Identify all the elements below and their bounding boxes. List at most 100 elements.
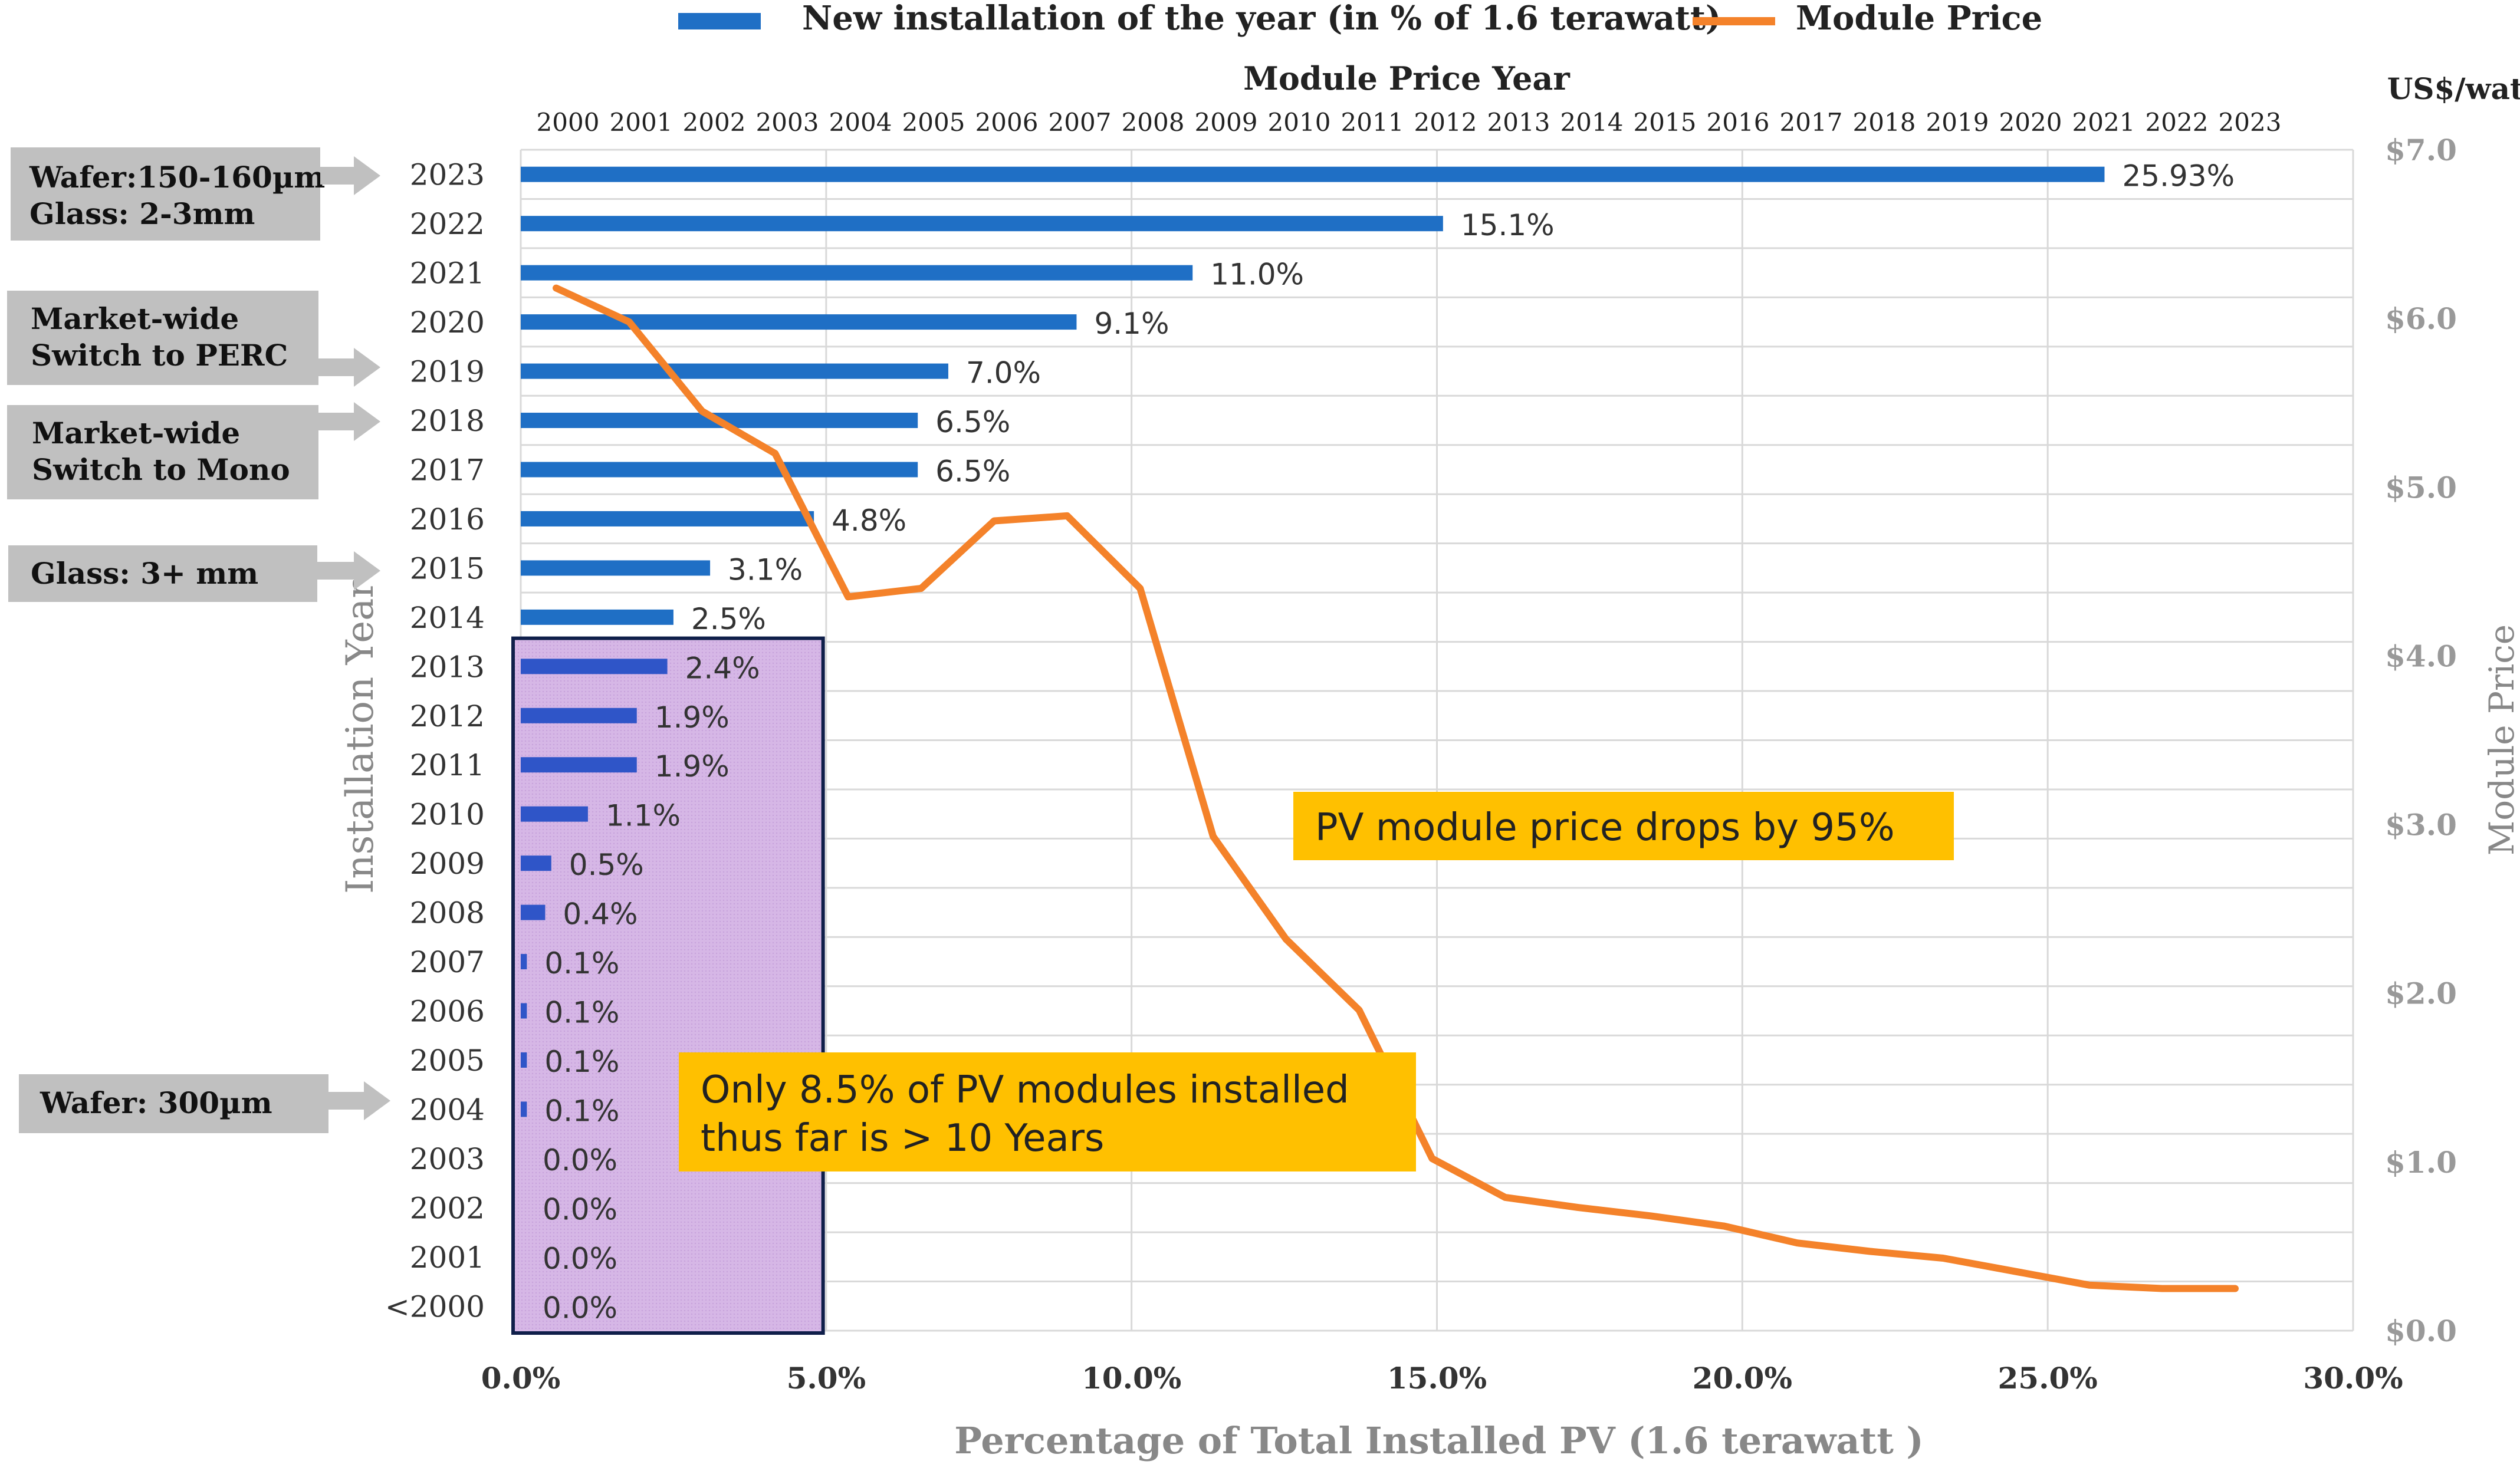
top-tick-label-2014: 2014 xyxy=(1560,108,1624,137)
y-tick-label-2004: 2004 xyxy=(410,1092,485,1127)
arrow-right-icon xyxy=(318,348,380,387)
bar-2023 xyxy=(521,166,2105,182)
bar-2013 xyxy=(521,659,668,674)
x-tick-labels: 0.0% 5.0% 10.0% 15.0% 20.0% 25.0% 30.0% xyxy=(481,1361,2403,1396)
y-tick-label-<2000: <2000 xyxy=(385,1289,485,1324)
top-tick-label-2013: 2013 xyxy=(1487,108,1550,137)
y-tick-label-2008: 2008 xyxy=(410,896,485,930)
bar-value-label-2005: 0.1% xyxy=(544,1045,619,1079)
price-drop-text: PV module price drops by 95% xyxy=(1315,806,1895,850)
y-tick-label-2005: 2005 xyxy=(410,1044,485,1078)
side-note-wafer-thin-line2: Glass: 2-3mm xyxy=(29,196,255,231)
right-axis-title: Module Price xyxy=(2482,624,2520,855)
right-axis-unit: US$/watt xyxy=(2387,71,2520,106)
y-tick-label-2016: 2016 xyxy=(410,502,485,537)
old-modules-text-line1: Only 8.5% of PV modules installed xyxy=(701,1068,1349,1112)
bar-value-label-2021: 11.0% xyxy=(1210,258,1304,292)
side-note-glass-thick: Glass: 3+ mm xyxy=(8,545,380,602)
right-tick-labels: $0.0 $1.0 $2.0 $3.0 $4.0 $5.0 $6.0 $7.0 xyxy=(2385,133,2457,1348)
top-tick-label-2003: 2003 xyxy=(756,108,819,137)
y-tick-label-2022: 2022 xyxy=(410,207,485,241)
top-tick-label-2008: 2008 xyxy=(1122,108,1185,137)
top-tick-label-2009: 2009 xyxy=(1195,108,1258,137)
x-tick-label: 20.0% xyxy=(1693,1361,1792,1396)
bar-value-label-2008: 0.4% xyxy=(563,897,638,932)
x-tick-label: 0.0% xyxy=(481,1361,561,1396)
y-tick-label-2014: 2014 xyxy=(410,601,485,635)
side-note-perc-line2: Switch to PERC xyxy=(31,338,288,373)
y-tick-label-2019: 2019 xyxy=(410,355,485,389)
bar-2022 xyxy=(521,216,1443,232)
bar-2019 xyxy=(521,363,948,379)
bar-2007 xyxy=(521,954,527,970)
bar-value-label-2010: 1.1% xyxy=(606,799,681,833)
legend-bar-label: New installation of the year (in % of 1.… xyxy=(802,0,1721,38)
y-tick-label-2006: 2006 xyxy=(410,995,485,1029)
bar-2010 xyxy=(521,806,588,822)
bar-value-label-2006: 0.1% xyxy=(544,996,619,1030)
bar-value-labels: 25.93% 15.1% 11.0% 9.1% 7.0% 6.5% 6.5% 4.8% 3.1%… xyxy=(543,159,2235,1325)
x-tick-label: 5.0% xyxy=(787,1361,866,1396)
bar-value-label-2016: 4.8% xyxy=(832,504,906,538)
bar-2005 xyxy=(521,1052,527,1068)
top-tick-label-2022: 2022 xyxy=(2146,108,2209,137)
y-tick-label-2013: 2013 xyxy=(410,650,485,684)
right-tick-label: $1.0 xyxy=(2385,1145,2457,1180)
top-tick-label-2020: 2020 xyxy=(1999,108,2062,137)
arrow-right-icon xyxy=(320,156,380,195)
bar-2008 xyxy=(521,904,546,920)
bar-2021 xyxy=(521,265,1193,281)
bar-2011 xyxy=(521,757,637,773)
bar-2020 xyxy=(521,314,1077,330)
right-tick-label: $4.0 xyxy=(2385,639,2457,673)
y-tick-label-2007: 2007 xyxy=(410,945,485,979)
side-note-perc: Market-wide Switch to PERC xyxy=(7,291,380,387)
side-note-mono: Market-wide Switch to Mono xyxy=(7,402,380,499)
bar-value-label-2014: 2.5% xyxy=(691,602,766,636)
bar-value-label-2022: 15.1% xyxy=(1461,208,1555,242)
y-tick-label-2015: 2015 xyxy=(410,551,485,585)
y-tick-label-2020: 2020 xyxy=(410,305,485,340)
right-tick-label: $3.0 xyxy=(2385,808,2457,843)
bar-2004 xyxy=(521,1101,527,1117)
right-tick-label: $2.0 xyxy=(2385,976,2457,1011)
right-tick-label: $5.0 xyxy=(2385,470,2457,505)
bar-value-label-2023: 25.93% xyxy=(2122,159,2235,193)
side-note-wafer-thin: Wafer:150-160µm Glass: 2-3mm xyxy=(11,147,380,241)
bar-value-label-2007: 0.1% xyxy=(544,946,619,980)
bar-2006 xyxy=(521,1003,527,1019)
legend: New installation of the year (in % of 1.… xyxy=(678,0,2042,38)
y-tick-label-2002: 2002 xyxy=(410,1191,485,1225)
gridlines xyxy=(520,149,2354,1332)
y-tick-labels: 2023 2022 2021 2020 2019 2018 2017 2016 2015 2014… xyxy=(385,158,485,1324)
highlight-region xyxy=(511,636,825,1335)
top-tick-label-2006: 2006 xyxy=(975,108,1039,137)
bar-value-label-2002: 0.0% xyxy=(543,1192,617,1226)
bar-value-label-2020: 9.1% xyxy=(1094,307,1169,341)
y-tick-label-2018: 2018 xyxy=(410,404,485,438)
bar-2009 xyxy=(521,855,551,871)
top-tick-label-2007: 2007 xyxy=(1049,108,1112,137)
x-tick-label: 15.0% xyxy=(1387,1361,1487,1396)
bar-2014 xyxy=(521,609,673,625)
top-tick-label-2005: 2005 xyxy=(902,108,965,137)
top-tick-label-2004: 2004 xyxy=(829,108,892,137)
y-tick-label-2017: 2017 xyxy=(410,453,485,487)
arrow-right-icon xyxy=(328,1081,390,1120)
top-tick-label-2012: 2012 xyxy=(1414,108,1477,137)
y-tick-label-2009: 2009 xyxy=(410,847,485,881)
old-modules-text-line2: thus far is > 10 Years xyxy=(701,1117,1104,1160)
bar-2015 xyxy=(521,560,711,576)
x-tick-label: 30.0% xyxy=(2303,1361,2403,1396)
bar-value-label-2017: 6.5% xyxy=(935,454,1010,488)
top-tick-label-2015: 2015 xyxy=(1634,108,1697,137)
top-tick-label-2011: 2011 xyxy=(1341,108,1404,137)
side-note-glass-thick-line1: Glass: 3+ mm xyxy=(31,556,258,591)
y-tick-label-2023: 2023 xyxy=(410,158,485,192)
y-tick-label-2021: 2021 xyxy=(410,256,485,291)
side-note-mono-line2: Switch to Mono xyxy=(32,452,290,487)
top-tick-label-2016: 2016 xyxy=(1707,108,1770,137)
bar-series xyxy=(521,166,2105,1117)
bar-value-label-2009: 0.5% xyxy=(569,848,644,882)
